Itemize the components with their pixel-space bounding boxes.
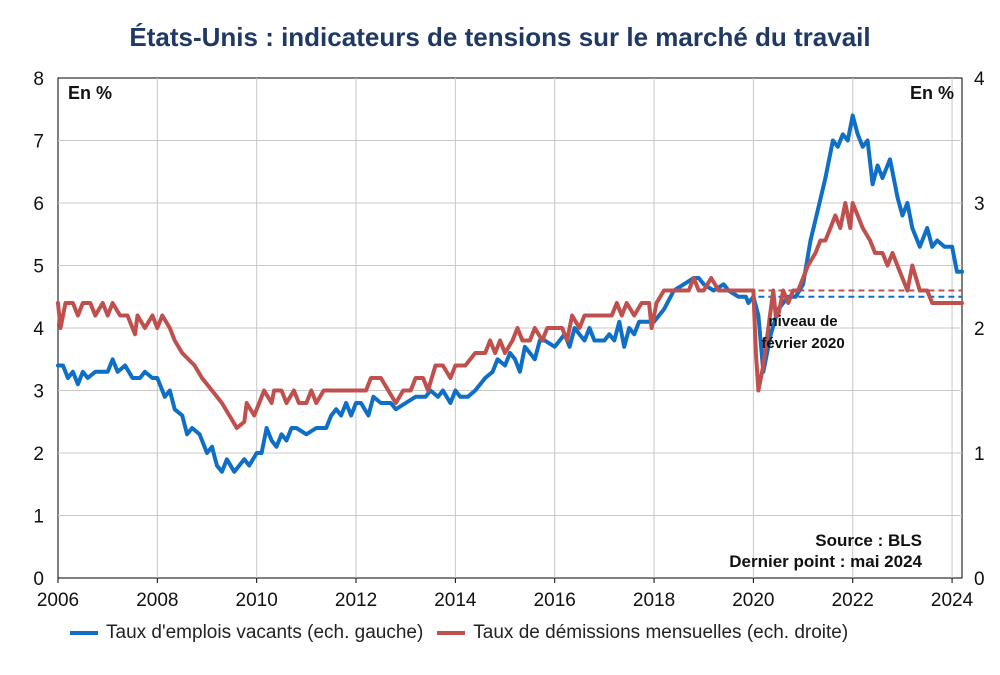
y-right-tick-label: 2 (974, 319, 985, 340)
legend: Taux d'emplois vacants (ech. gauche) Tau… (70, 622, 862, 644)
legend-swatch-vacancies (70, 631, 98, 635)
y-left-tick-label: 0 (33, 569, 44, 590)
x-tick-label: 2010 (236, 590, 278, 611)
legend-item-quits: Taux de démissions mensuelles (ech. droi… (437, 622, 848, 644)
x-tick-label: 2006 (37, 590, 79, 611)
x-tick-label: 2008 (136, 590, 178, 611)
x-tick-label: 2016 (534, 590, 576, 611)
annotation-line-1: niveau de (768, 313, 837, 330)
y-left-tick-label: 8 (33, 69, 44, 90)
y-right-tick-label: 3 (974, 194, 985, 215)
y-left-unit: En % (68, 83, 112, 103)
series-line-quits (56, 201, 964, 430)
legend-item-vacancies: Taux d'emplois vacants (ech. gauche) (70, 622, 423, 644)
last-point-note: Dernier point : mai 2024 (729, 552, 922, 571)
x-tick-label: 2022 (832, 590, 874, 611)
y-left-tick-label: 5 (33, 257, 44, 278)
y-right-tick-label: 1 (974, 444, 985, 465)
y-left-tick-label: 6 (33, 194, 44, 215)
y-right-tick-label: 0 (974, 569, 985, 590)
x-tick-label: 2020 (732, 590, 774, 611)
legend-label-vacancies: Taux d'emplois vacants (ech. gauche) (106, 622, 424, 643)
x-tick-label: 2024 (931, 590, 974, 611)
y-left-tick-label: 2 (33, 444, 44, 465)
x-tick-label: 2014 (434, 590, 477, 611)
y-left-tick-label: 1 (33, 507, 44, 528)
y-left-tick-label: 7 (33, 132, 44, 153)
y-right-unit: En % (910, 83, 954, 103)
series-line-vacancies (56, 113, 964, 474)
annotation-line-2: février 2020 (761, 335, 844, 352)
source-note: Source : BLS (815, 531, 922, 550)
y-left-tick-label: 4 (33, 319, 44, 340)
chart-title: États-Unis : indicateurs de tensions sur… (129, 22, 871, 52)
legend-label-quits: Taux de démissions mensuelles (ech. droi… (473, 622, 849, 643)
x-tick-label: 2012 (335, 590, 377, 611)
y-right-tick-label: 4 (974, 69, 985, 90)
x-tick-label: 2018 (633, 590, 675, 611)
y-left-tick-label: 3 (33, 382, 44, 403)
legend-swatch-quits (437, 631, 466, 635)
